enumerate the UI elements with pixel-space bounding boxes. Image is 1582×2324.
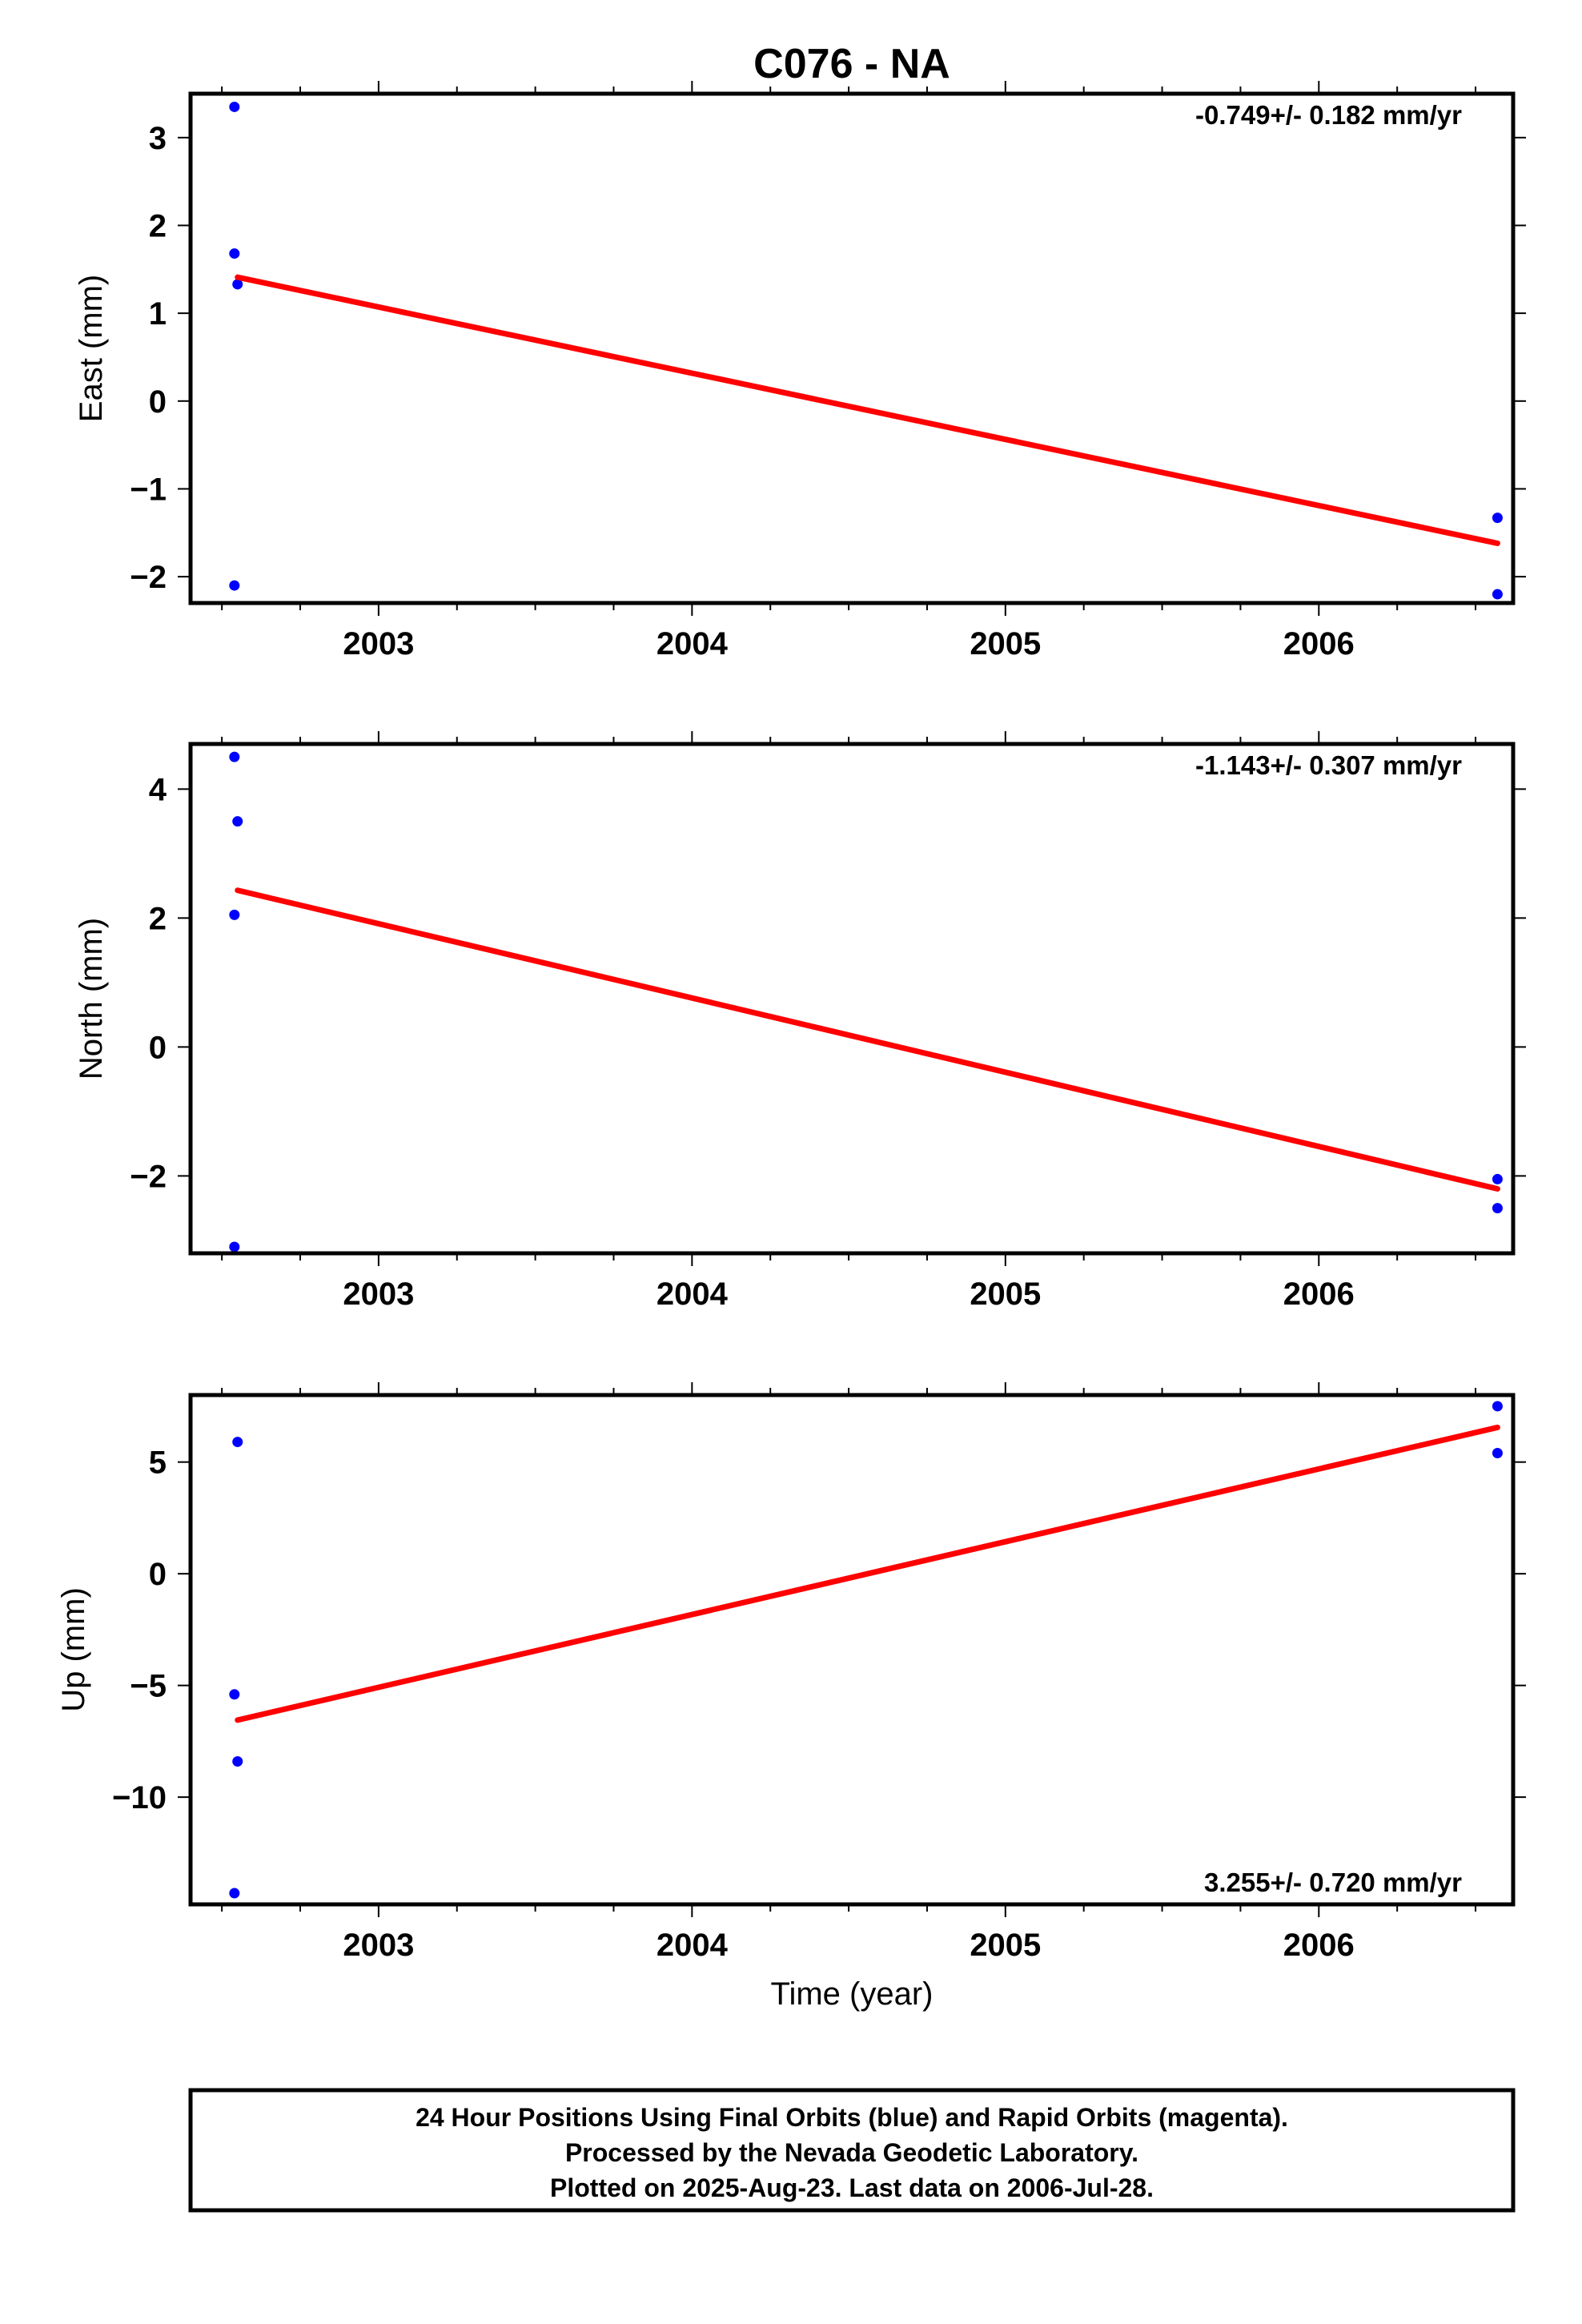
east-y-tick-label: −1 <box>130 472 167 507</box>
north-panel: 2003 2004 2005 2006 4 2 0 −2 North (mm) -1.143+/-… <box>74 731 1526 1312</box>
east-data-point <box>1492 589 1503 600</box>
up-plot-frame <box>188 1393 1516 1907</box>
east-x-tick-label: 2006 <box>1283 626 1355 661</box>
north-y-tick-label: −2 <box>130 1159 167 1194</box>
north-data-point <box>1492 1173 1503 1184</box>
x-axis-label: Time (year) <box>771 1976 934 2012</box>
north-y-tick-label: 2 <box>149 901 167 936</box>
up-data-point <box>1492 1448 1503 1459</box>
up-rate-label: 3.255+/- 0.720 mm/yr <box>1204 1868 1462 1897</box>
north-x-tick-label: 2004 <box>656 1277 729 1312</box>
east-data-point <box>229 248 240 259</box>
east-y-tick-label: 1 <box>149 296 167 332</box>
up-x-tick-label: 2006 <box>1283 1928 1355 1963</box>
up-y-tick-label: 0 <box>149 1557 167 1592</box>
up-data-point <box>232 1437 243 1448</box>
north-data-point <box>229 909 240 920</box>
north-rate-label: -1.143+/- 0.307 mm/yr <box>1195 750 1462 780</box>
north-data-point <box>229 751 240 762</box>
footer-border <box>188 2088 1516 2213</box>
north-y-axis-label: North (mm) <box>74 918 109 1080</box>
east-y-tick-label: 3 <box>149 121 167 156</box>
east-y-tick-label: 2 <box>149 208 167 243</box>
north-y-tick-label: 4 <box>149 772 167 807</box>
up-panel: 2003 2004 2005 2006 5 0 −5 −10 Up (mm) 3.255+/- 0… <box>56 1382 1526 1963</box>
up-y-tick-label: 5 <box>149 1445 167 1481</box>
north-y-tick-label: 0 <box>149 1030 167 1065</box>
up-data-point <box>229 1689 240 1700</box>
footer-line-2: Processed by the Nevada Geodetic Laborat… <box>565 2138 1138 2167</box>
chart-title: C076 - NA <box>753 41 950 87</box>
east-data-point <box>229 101 240 112</box>
north-x-tick-label: 2006 <box>1283 1277 1355 1312</box>
up-data-point <box>1492 1401 1503 1412</box>
east-y-tick-label: −2 <box>130 560 167 595</box>
up-trend-line <box>235 1424 1500 1723</box>
north-data-point <box>232 816 243 827</box>
east-trend-line <box>235 274 1500 546</box>
east-x-tick-label: 2005 <box>970 626 1041 661</box>
north-x-tick-label: 2003 <box>343 1277 414 1312</box>
up-data-point <box>232 1755 243 1767</box>
up-data-point <box>229 1888 240 1899</box>
up-x-tick-label: 2004 <box>656 1928 729 1963</box>
north-data-point <box>229 1241 240 1252</box>
up-y-axis-label: Up (mm) <box>56 1587 91 1712</box>
north-trend-line <box>235 887 1500 1192</box>
east-data-point <box>1492 513 1503 524</box>
east-y-axis-label: East (mm) <box>74 275 109 422</box>
east-data-point <box>229 580 240 591</box>
north-plot-frame <box>188 742 1516 1256</box>
east-data-point <box>232 279 243 290</box>
north-x-tick-label: 2005 <box>970 1277 1041 1312</box>
north-data-point <box>1492 1203 1503 1214</box>
east-rate-label: -0.749+/- 0.182 mm/yr <box>1195 100 1462 130</box>
footer-line-1: 24 Hour Positions Using Final Orbits (bl… <box>416 2103 1288 2132</box>
east-y-tick-label: 0 <box>149 384 167 420</box>
up-y-tick-label: −5 <box>130 1669 167 1704</box>
up-x-tick-label: 2003 <box>343 1928 414 1963</box>
east-panel: 2003 2004 2005 2006 3 2 1 0 −1 −2 East (mm) -0.749+… <box>74 81 1526 661</box>
up-x-tick-label: 2005 <box>970 1928 1041 1963</box>
east-x-tick-label: 2003 <box>343 626 414 661</box>
footer-line-3: Plotted on 2025-Aug-23. Last data on 200… <box>550 2173 1154 2202</box>
east-x-tick-label: 2004 <box>656 626 729 661</box>
up-y-tick-label: −10 <box>112 1780 167 1815</box>
east-plot-frame <box>188 91 1516 605</box>
footer-box: 24 Hour Positions Using Final Orbits (bl… <box>188 2088 1516 2213</box>
